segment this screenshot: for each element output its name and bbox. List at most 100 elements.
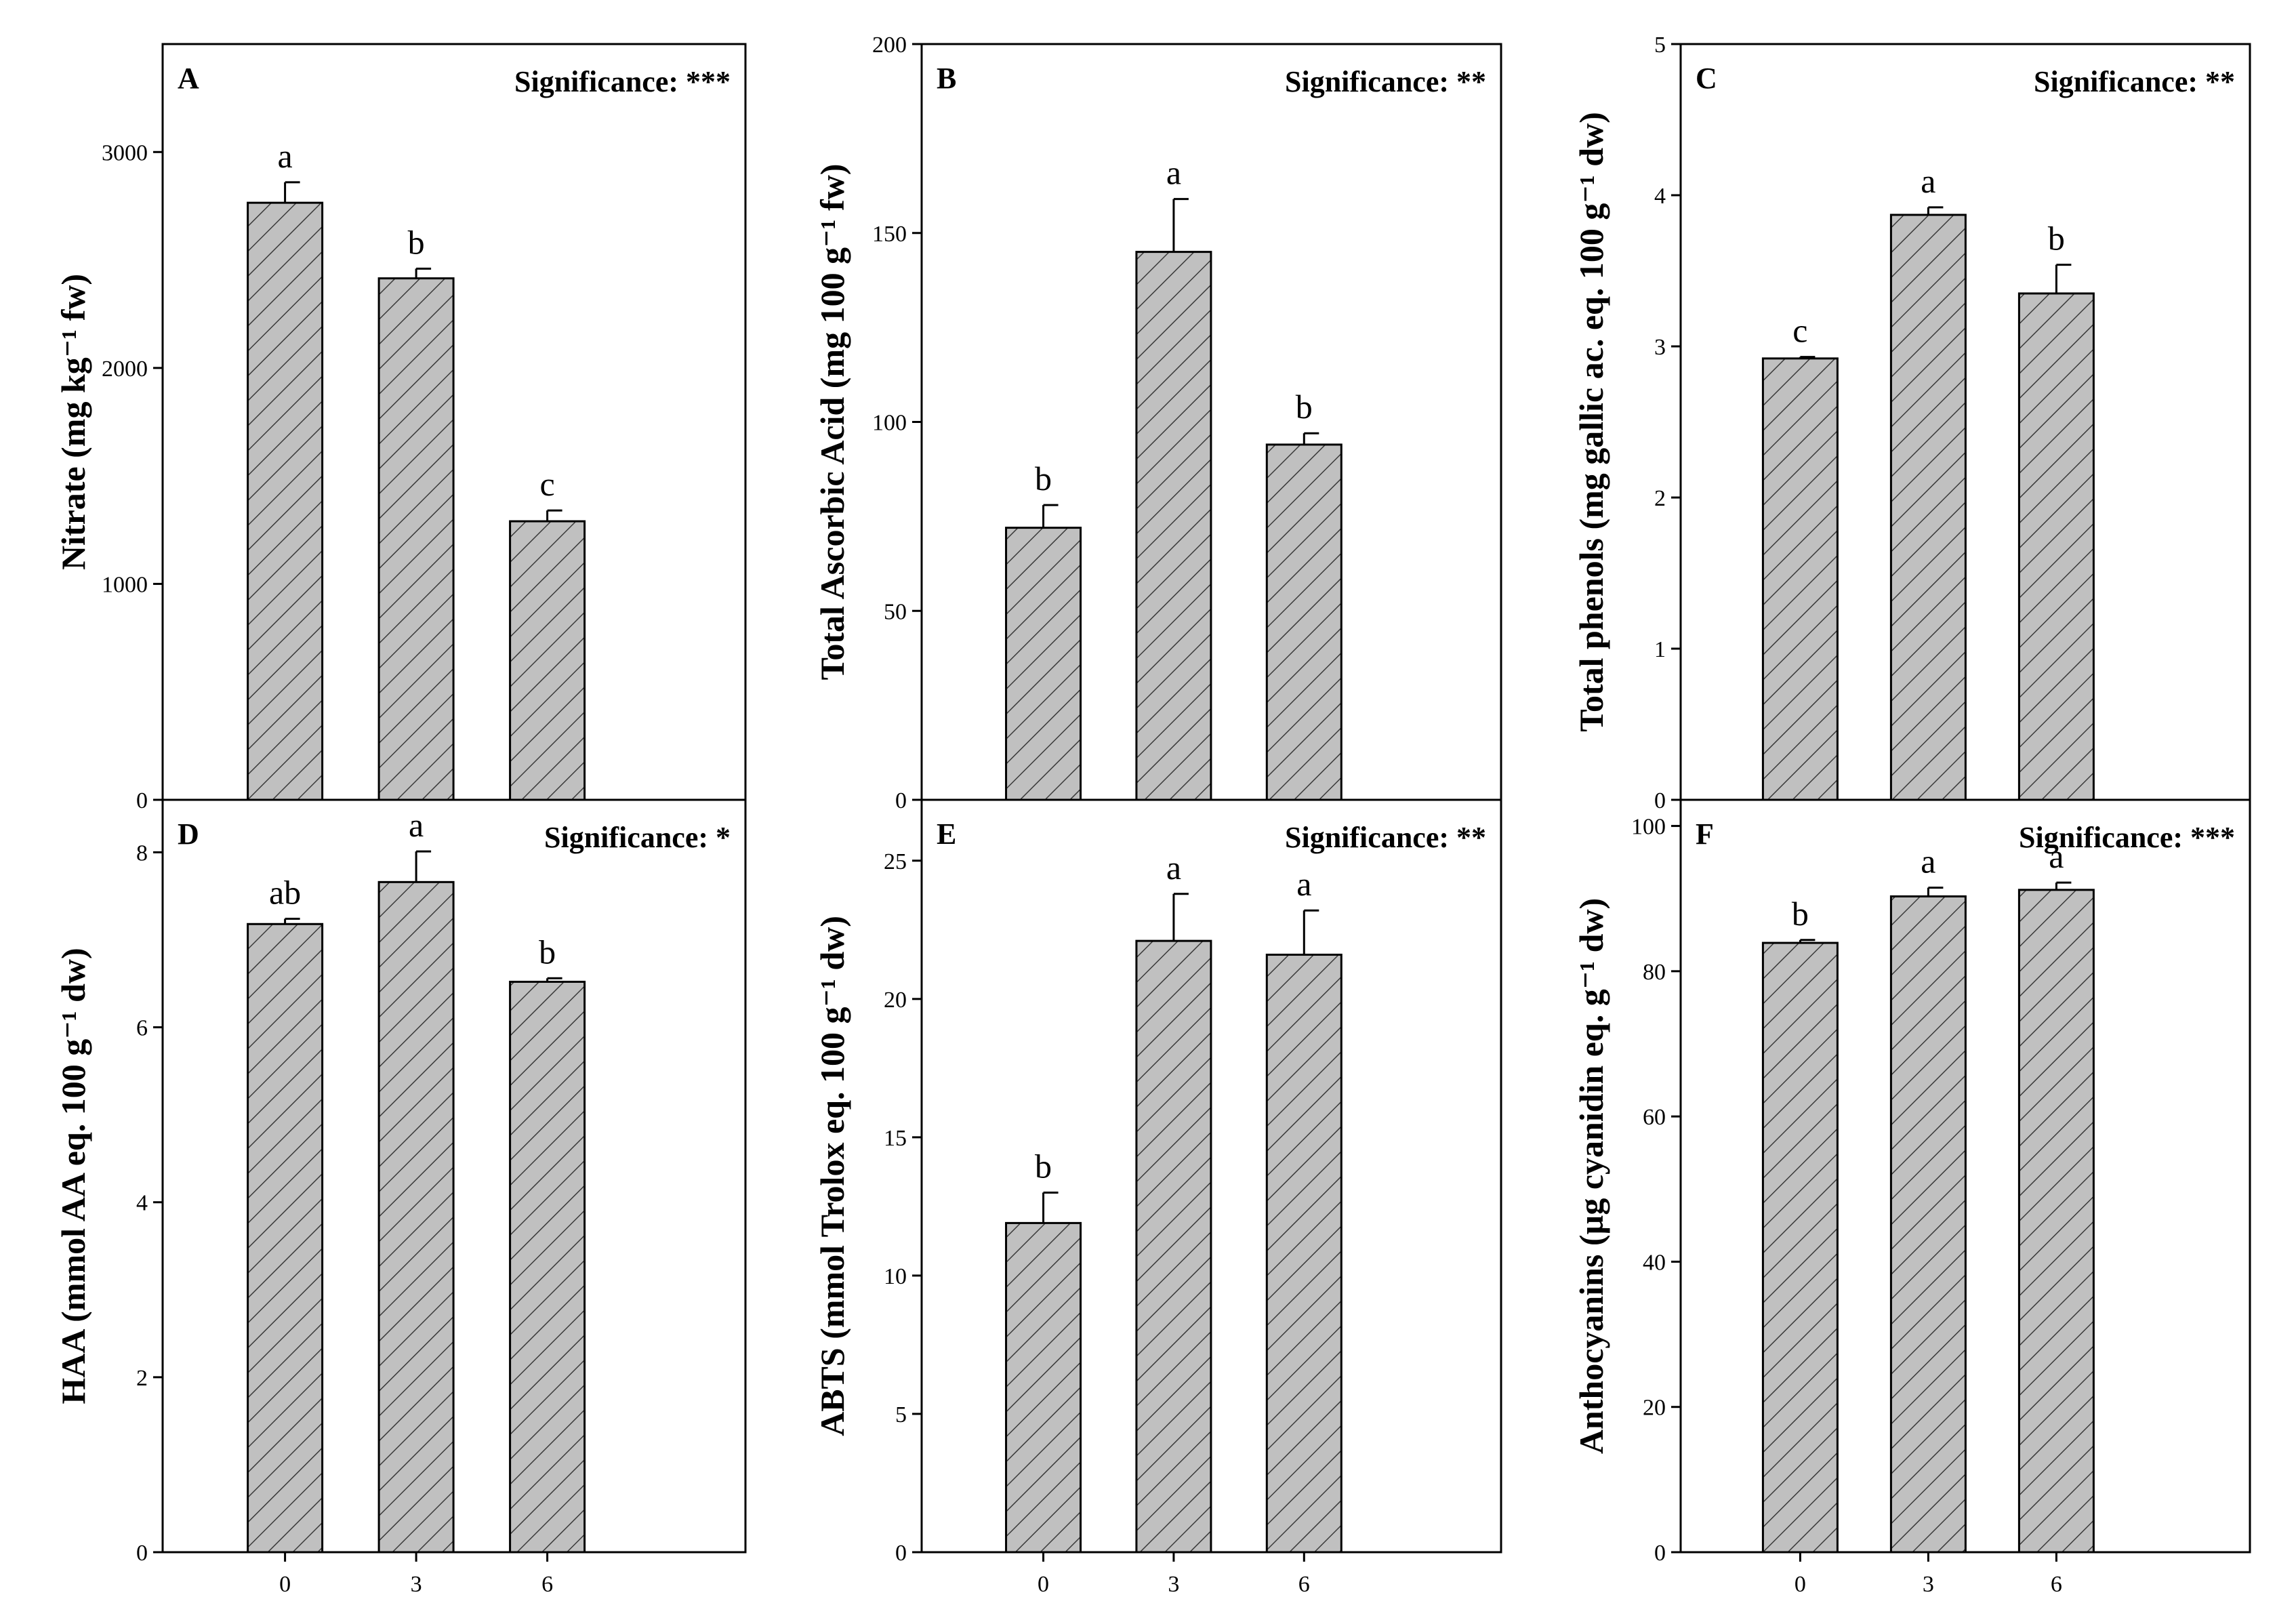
- panel-letter: C: [1696, 62, 1717, 95]
- panel-letter: D: [178, 817, 199, 851]
- bar: [247, 922, 324, 1554]
- y-tick-label: 6: [136, 1016, 148, 1041]
- bar: [509, 520, 586, 801]
- y-tick-label: 0: [136, 788, 148, 813]
- significance-letter: b: [1296, 388, 1313, 426]
- x-tick-label: 6: [2051, 1572, 2062, 1597]
- y-tick-label: 5: [895, 1402, 907, 1427]
- y-tick-label: 0: [136, 1541, 148, 1566]
- y-tick-label: 3000: [102, 140, 148, 165]
- significance-label: Significance: ***: [2019, 821, 2235, 854]
- significance-letter: c: [1792, 312, 1807, 350]
- significance-label: Significance: ***: [514, 65, 731, 98]
- y-axis-label: Nitrate (mg kg⁻¹ fw): [54, 274, 92, 570]
- bar: [377, 277, 455, 801]
- y-axis-label: Anthocyanins (µg cyanidin eq. g⁻¹ dw): [1572, 898, 1610, 1454]
- y-tick-label: 100: [1631, 815, 1666, 840]
- y-tick-label: 2000: [102, 357, 148, 382]
- significance-letter: b: [2048, 220, 2065, 258]
- bar: [1005, 527, 1082, 801]
- significance-label: Significance: **: [1285, 821, 1486, 854]
- x-tick-label: 0: [279, 1572, 291, 1597]
- y-tick-label: 40: [1643, 1250, 1666, 1275]
- panel-e: 0 5 10 15 20 25 b a a 0 3 6 E Significance: ** ABTS (m…: [813, 798, 1502, 1597]
- bar: [2017, 292, 2095, 801]
- y-tick-label: 0: [1654, 788, 1666, 813]
- significance-letter: b: [408, 223, 425, 261]
- bar: [1761, 941, 1839, 1554]
- y-axis-label: ABTS (mmol Trolox eq. 100 g⁻¹ dw): [813, 916, 851, 1436]
- y-axis-label: Total Ascorbic Acid (mg 100 g⁻¹ fw): [813, 164, 851, 681]
- significance-letter: b: [1035, 1147, 1052, 1185]
- y-tick-label: 25: [884, 849, 907, 874]
- bar: [1265, 954, 1342, 1554]
- y-tick-label: 60: [1643, 1105, 1666, 1130]
- y-tick-label: 200: [872, 33, 907, 58]
- bar: [1265, 443, 1342, 801]
- y-tick-label: 100: [872, 411, 907, 436]
- y-tick-label: 2: [136, 1366, 148, 1391]
- x-tick-label: 6: [1298, 1572, 1310, 1597]
- significance-letter: a: [1166, 849, 1181, 887]
- significance-letter: c: [539, 465, 554, 503]
- y-tick-label: 0: [895, 1541, 907, 1566]
- significance-letter: a: [1921, 162, 1935, 200]
- y-tick-label: 4: [136, 1191, 148, 1216]
- significance-letter: a: [1921, 843, 1935, 880]
- panel-a: 0 1000 2000 3000 a b c A Significance: *** Nitrat…: [54, 43, 747, 813]
- y-tick-label: 0: [1654, 1541, 1666, 1566]
- y-tick-label: 4: [1654, 184, 1666, 209]
- x-tick-label: 3: [411, 1572, 422, 1597]
- y-tick-label: 2: [1654, 486, 1666, 511]
- bar: [1889, 895, 1967, 1554]
- y-tick-label: 10: [884, 1264, 907, 1289]
- significance-label: Significance: **: [2034, 65, 2235, 98]
- bar: [1005, 1221, 1082, 1554]
- x-tick-label: 6: [541, 1572, 553, 1597]
- bar: [2017, 889, 2095, 1554]
- x-tick-label: 3: [1923, 1572, 1934, 1597]
- significance-letter: a: [1296, 865, 1311, 903]
- x-tick-label: 3: [1168, 1572, 1179, 1597]
- y-tick-label: 3: [1654, 335, 1666, 360]
- x-tick-label: 0: [1038, 1572, 1049, 1597]
- y-axis-label: Total phenols (mg gallic ac. eq. 100 g⁻¹…: [1572, 112, 1610, 732]
- panel-letter: F: [1696, 817, 1714, 851]
- bar: [509, 980, 586, 1554]
- y-tick-label: 20: [884, 988, 907, 1013]
- significance-letter: a: [409, 806, 424, 844]
- significance-letter: a: [2049, 837, 2064, 875]
- bar: [1889, 214, 1967, 801]
- significance-label: Significance: *: [544, 821, 731, 854]
- significance-letter: a: [277, 137, 292, 175]
- significance-letter: ab: [269, 874, 301, 912]
- y-tick-label: 8: [136, 840, 148, 866]
- significance-letter: b: [1035, 460, 1052, 498]
- bar: [1761, 357, 1839, 801]
- panel-letter: E: [937, 817, 956, 851]
- bar: [377, 880, 455, 1554]
- bar: [1135, 939, 1212, 1554]
- y-tick-label: 50: [884, 599, 907, 624]
- panel-c: 0 1 2 3 4 5 c a b C Significance: ** Total phenols …: [1572, 33, 2251, 813]
- panel-b: 0 50 100 150 200 b a b B Significance: ** Total As…: [813, 33, 1502, 813]
- y-tick-label: 80: [1643, 960, 1666, 985]
- y-tick-label: 5: [1654, 33, 1666, 58]
- y-tick-label: 0: [895, 788, 907, 813]
- y-tick-label: 20: [1643, 1396, 1666, 1421]
- bar: [247, 201, 324, 801]
- y-tick-label: 15: [884, 1126, 907, 1151]
- y-tick-label: 1: [1654, 637, 1666, 662]
- panel-f: 0 20 40 60 80 100 b a a 0 3 6 F Significance: *** Anth…: [1572, 798, 2251, 1597]
- y-tick-label: 1000: [102, 572, 148, 597]
- significance-letter: a: [1166, 154, 1181, 192]
- significance-label: Significance: **: [1285, 65, 1486, 98]
- significance-letter: b: [1792, 895, 1809, 933]
- panel-letter: A: [178, 62, 199, 95]
- bar: [1135, 251, 1212, 801]
- panel-letter: B: [937, 62, 956, 95]
- y-tick-label: 150: [872, 222, 907, 247]
- x-tick-label: 0: [1795, 1572, 1806, 1597]
